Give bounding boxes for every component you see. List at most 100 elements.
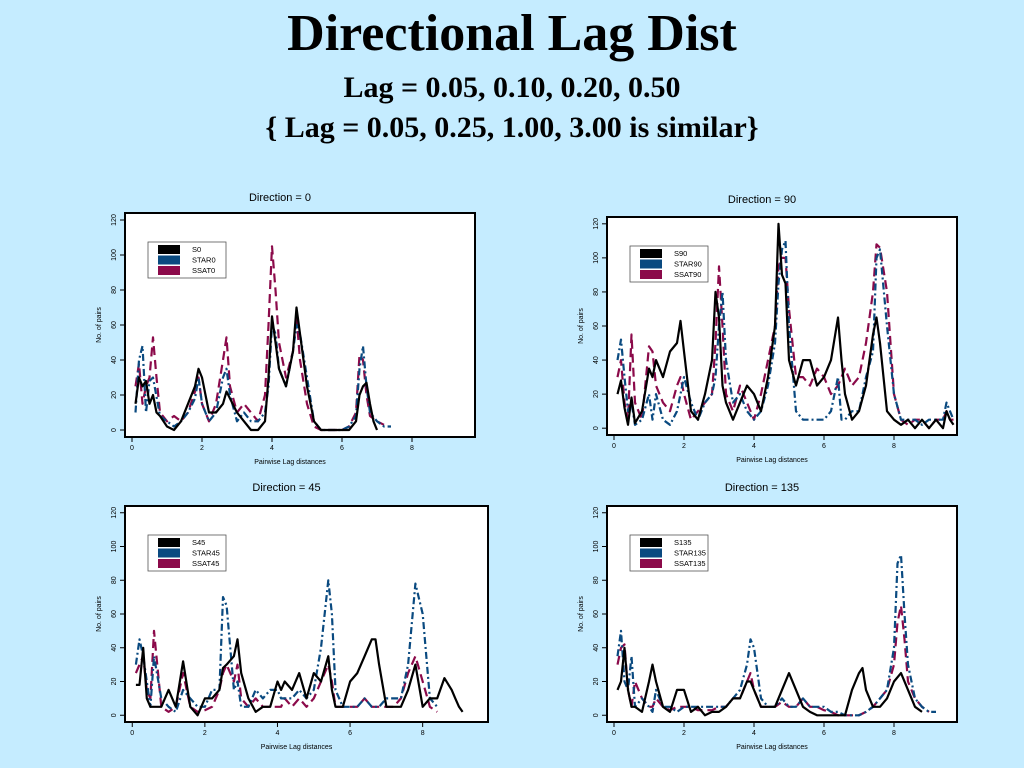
- x-tick-label: 6: [822, 730, 826, 737]
- y-tick-label: 100: [111, 249, 118, 261]
- y-axis-label: No. of pairs: [578, 596, 585, 632]
- legend-swatch: [640, 538, 662, 547]
- legend-label: S90: [674, 249, 687, 258]
- legend-swatch: [158, 548, 180, 558]
- x-axis-label: Pairwise Lag distances: [736, 744, 808, 751]
- y-tick-label: 0: [593, 426, 600, 430]
- y-tick-label: 0: [111, 428, 118, 432]
- y-tick-label: 100: [111, 541, 118, 553]
- y-axis-label: No. of pairs: [96, 307, 103, 343]
- series-line-s0: [134, 306, 379, 432]
- legend-label: STAR45: [192, 549, 220, 558]
- x-tick-label: 0: [130, 445, 134, 452]
- x-tick-label: 6: [348, 730, 352, 737]
- legend-label: STAR135: [674, 549, 706, 558]
- x-tick-label: 4: [270, 445, 274, 452]
- y-tick-label: 60: [111, 610, 118, 618]
- series-line-s135: [616, 646, 923, 717]
- legend-swatch: [640, 270, 662, 279]
- x-tick-label: 0: [612, 730, 616, 737]
- y-tick-label: 0: [593, 713, 600, 717]
- legend-label: STAR0: [192, 256, 216, 265]
- chart-panel-3: Direction = 135 0 20 40 60 80 100 120 0 2 4 6 8 Pairw…: [578, 482, 958, 751]
- x-tick-label: 4: [752, 730, 756, 737]
- series-line-ssat90: [616, 243, 954, 430]
- x-tick-label: 0: [612, 443, 616, 450]
- legend-label: SSAT135: [674, 559, 706, 568]
- x-tick-label: 8: [892, 443, 896, 450]
- y-tick-label: 80: [111, 576, 118, 584]
- x-tick-label: 4: [276, 730, 280, 737]
- x-axis-label: Pairwise Lag distances: [261, 744, 333, 751]
- y-tick-label: 20: [111, 678, 118, 686]
- legend-label: S0: [192, 245, 201, 254]
- y-tick-label: 20: [593, 678, 600, 686]
- y-tick-label: 100: [593, 252, 600, 264]
- y-tick-label: 60: [593, 322, 600, 330]
- y-tick-label: 120: [111, 507, 118, 519]
- chart-panel-2: Direction = 45 0 20 40 60 80 100 120 0 2 4 6 8 Pairwi…: [96, 482, 489, 751]
- series-line-star135: [616, 553, 936, 717]
- legend-label: S135: [674, 538, 692, 547]
- legend-label: SSAT45: [192, 559, 219, 568]
- series-line-s45: [135, 638, 464, 717]
- y-tick-label: 120: [593, 507, 600, 519]
- y-tick-label: 60: [111, 321, 118, 329]
- y-tick-label: 80: [593, 576, 600, 584]
- x-tick-label: 2: [200, 445, 204, 452]
- chart-title: Direction = 45: [252, 482, 320, 494]
- slide-title: Directional Lag Dist: [287, 5, 737, 62]
- series-line-star45: [134, 579, 439, 714]
- legend-swatch: [158, 559, 180, 568]
- series-line-s90: [616, 222, 955, 430]
- y-tick-label: 40: [111, 644, 118, 652]
- legend-swatch: [640, 259, 662, 269]
- y-tick-label: 20: [593, 390, 600, 398]
- legend-swatch: [640, 559, 662, 568]
- series-line-star90: [616, 239, 955, 426]
- y-tick-label: 0: [111, 713, 118, 717]
- x-tick-label: 6: [822, 443, 826, 450]
- legend-swatch: [158, 538, 180, 547]
- x-tick-label: 8: [410, 445, 414, 452]
- legend-label: STAR90: [674, 260, 702, 269]
- y-axis-label: No. of pairs: [578, 308, 585, 344]
- y-tick-label: 60: [593, 610, 600, 618]
- x-tick-label: 2: [682, 730, 686, 737]
- legend-swatch: [158, 255, 180, 265]
- y-tick-label: 100: [593, 541, 600, 553]
- chart-title: Direction = 135: [725, 482, 799, 494]
- slide-subtitle-lags: Lag = 0.05, 0.10, 0.20, 0.50: [343, 71, 681, 104]
- x-tick-label: 8: [892, 730, 896, 737]
- chart-panel-0: Direction = 0 0 20 40 60 80 100 120 0 2 4 6 8 Pairwis…: [96, 192, 476, 466]
- y-tick-label: 40: [111, 356, 118, 364]
- x-tick-label: 2: [682, 443, 686, 450]
- y-tick-label: 80: [593, 288, 600, 296]
- chart-title: Direction = 0: [249, 192, 311, 204]
- legend-swatch: [640, 548, 662, 558]
- x-tick-label: 6: [340, 445, 344, 452]
- legend-label: SSAT90: [674, 270, 701, 279]
- x-axis-label: Pairwise Lag distances: [736, 457, 808, 464]
- y-tick-label: 80: [111, 286, 118, 294]
- y-tick-label: 40: [593, 356, 600, 364]
- x-tick-label: 8: [421, 730, 425, 737]
- x-tick-label: 0: [130, 730, 134, 737]
- legend-swatch: [158, 266, 180, 275]
- legend-swatch: [640, 249, 662, 258]
- y-tick-label: 120: [593, 218, 600, 230]
- legend-swatch: [158, 245, 180, 254]
- x-axis-label: Pairwise Lag distances: [254, 459, 326, 466]
- chart-panel-1: Direction = 90 0 20 40 60 80 100 120 0 2 4 6 8 Pairwi…: [578, 194, 958, 464]
- y-tick-label: 20: [111, 391, 118, 399]
- chart-title: Direction = 90: [728, 194, 796, 206]
- legend-label: S45: [192, 538, 205, 547]
- x-tick-label: 4: [752, 443, 756, 450]
- y-tick-label: 40: [593, 644, 600, 652]
- legend-label: SSAT0: [192, 266, 215, 275]
- series-line-star0: [134, 323, 391, 432]
- x-tick-label: 2: [203, 730, 207, 737]
- y-tick-label: 120: [111, 214, 118, 226]
- slide-subtitle-note: { Lag = 0.05, 0.25, 1.00, 3.00 is simila…: [265, 111, 759, 144]
